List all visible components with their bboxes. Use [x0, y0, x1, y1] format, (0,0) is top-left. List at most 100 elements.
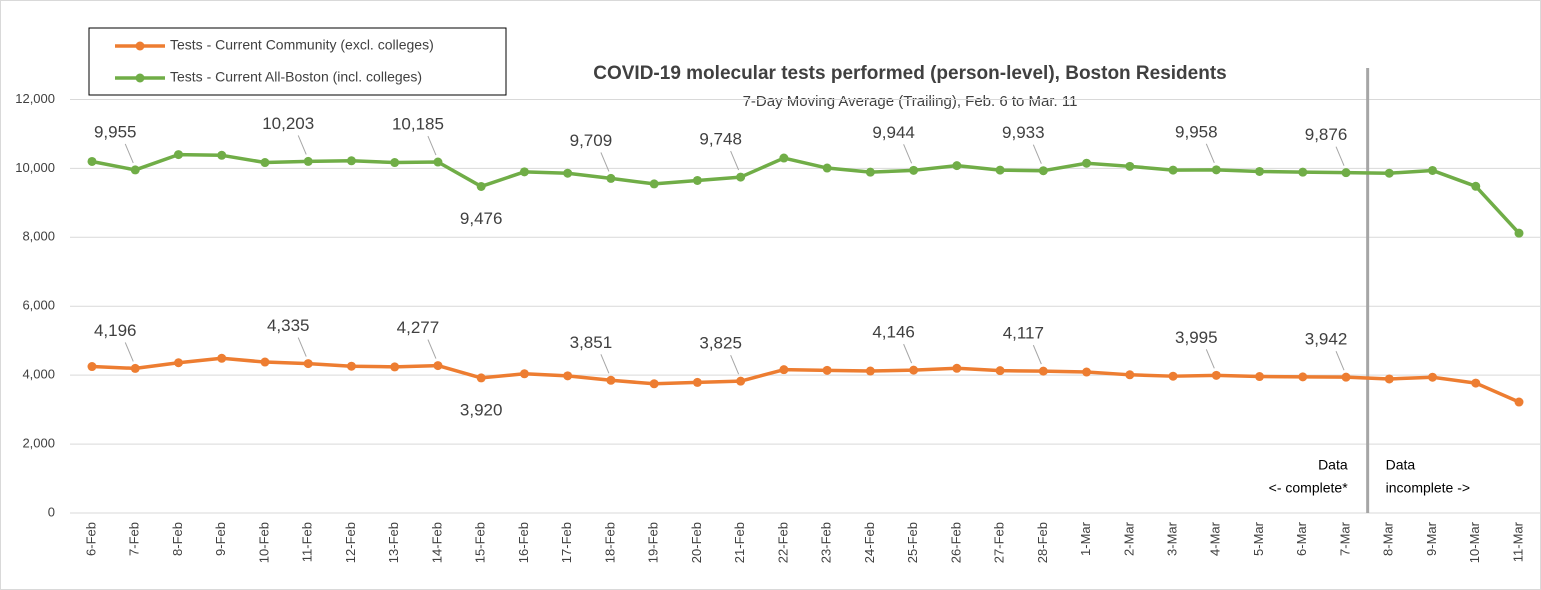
data-label: 10,185	[392, 114, 444, 133]
series-line	[91, 356, 1520, 404]
data-label: 3,920	[460, 400, 503, 419]
data-point	[1082, 367, 1092, 377]
data-point	[303, 359, 313, 369]
data-point	[476, 181, 486, 191]
data-point	[1255, 372, 1265, 382]
data-point	[173, 358, 183, 368]
x-tick-label: 8-Feb	[170, 522, 185, 556]
x-tick-label: 27-Feb	[992, 522, 1007, 563]
x-tick-label: 7-Mar	[1337, 521, 1352, 556]
data-point	[865, 366, 875, 376]
x-tick-label: 7-Feb	[127, 522, 142, 556]
legend-label: Tests - Current All-Boston (incl. colleg…	[170, 69, 422, 85]
x-tick-label: 9-Mar	[1424, 521, 1439, 556]
data-point	[1341, 372, 1351, 382]
leader-line	[427, 339, 437, 359]
data-point	[909, 165, 919, 175]
data-point	[476, 373, 486, 383]
data-point	[1168, 371, 1178, 381]
data-point	[909, 365, 919, 375]
data-point	[303, 156, 313, 166]
x-tick-label: 11-Mar	[1510, 521, 1525, 562]
x-tick-label: 16-Feb	[516, 522, 531, 563]
y-tick-label: 0	[48, 504, 55, 519]
data-point	[87, 362, 97, 372]
legend-marker	[135, 73, 145, 83]
leader-line	[124, 143, 134, 164]
data-point	[563, 371, 573, 381]
x-tick-label: 11-Feb	[300, 522, 315, 562]
x-tick-label: 18-Feb	[602, 522, 617, 563]
chart-subtitle: 7-Day Moving Average (Trailing), Feb. 6 …	[743, 93, 1078, 110]
data-point	[606, 173, 616, 183]
leader-line	[297, 337, 307, 357]
x-tick-label: 28-Feb	[1035, 522, 1050, 563]
leader-line	[297, 135, 307, 155]
data-point	[260, 158, 270, 168]
data-point	[1514, 397, 1524, 407]
y-tick-label: 12,000	[15, 91, 55, 106]
annotation: Data	[1386, 457, 1416, 473]
leader-line	[1032, 344, 1042, 365]
leader-line	[124, 342, 134, 362]
x-tick-label: 26-Feb	[948, 522, 963, 563]
data-point	[1428, 165, 1438, 175]
legend-marker	[135, 41, 145, 51]
data-point	[130, 363, 140, 373]
data-point	[1038, 166, 1048, 176]
data-point	[346, 361, 356, 371]
data-point	[736, 172, 746, 182]
leader-line	[600, 152, 610, 172]
data-point	[1298, 372, 1308, 382]
y-tick-label: 8,000	[22, 229, 55, 244]
data-point	[217, 150, 227, 160]
data-point	[649, 379, 659, 389]
data-point	[260, 357, 270, 367]
data-point	[390, 362, 400, 372]
data-point	[1384, 168, 1394, 178]
data-label: 9,958	[1175, 122, 1218, 141]
data-label: 3,825	[699, 334, 742, 353]
data-label: 10,203	[262, 114, 314, 133]
x-tick-label: 22-Feb	[775, 522, 790, 563]
leader-line	[730, 150, 740, 171]
x-tick-label: 2-Mar	[1121, 521, 1136, 556]
data-point	[1298, 167, 1308, 177]
leader-line	[1205, 349, 1215, 369]
data-label: 4,196	[94, 321, 137, 340]
data-point	[1428, 372, 1438, 382]
data-point	[1038, 366, 1048, 376]
data-label: 9,709	[570, 131, 613, 150]
x-tick-label: 1-Mar	[1078, 521, 1093, 556]
data-point	[1125, 370, 1135, 380]
x-tick-label: 20-Feb	[689, 522, 704, 563]
data-point	[1168, 165, 1178, 175]
x-tick-label: 15-Feb	[473, 522, 488, 563]
x-tick-label: 3-Mar	[1164, 521, 1179, 556]
data-point	[433, 157, 443, 167]
data-point	[130, 165, 140, 175]
data-label: 9,876	[1305, 125, 1348, 144]
series-line	[91, 152, 1521, 235]
data-label: 4,117	[1003, 324, 1044, 343]
data-point	[519, 167, 529, 177]
data-label: 3,942	[1305, 330, 1348, 349]
data-point	[649, 179, 659, 189]
data-point	[952, 363, 962, 373]
data-point	[1255, 166, 1265, 176]
leader-line	[903, 343, 913, 364]
x-tick-label: 14-Feb	[429, 522, 444, 563]
leader-line	[903, 144, 913, 164]
legend-box	[88, 27, 507, 96]
x-tick-label: 10-Mar	[1467, 521, 1482, 563]
data-label: 3,851	[570, 333, 613, 352]
y-tick-label: 2,000	[22, 436, 55, 451]
x-tick-label: 9-Feb	[213, 522, 228, 556]
data-point	[1082, 158, 1092, 168]
y-tick-label: 10,000	[15, 160, 55, 175]
data-point	[692, 377, 702, 387]
data-point	[692, 175, 702, 185]
data-label: 9,944	[872, 123, 915, 142]
data-point	[1125, 161, 1135, 171]
data-point	[1384, 374, 1394, 384]
